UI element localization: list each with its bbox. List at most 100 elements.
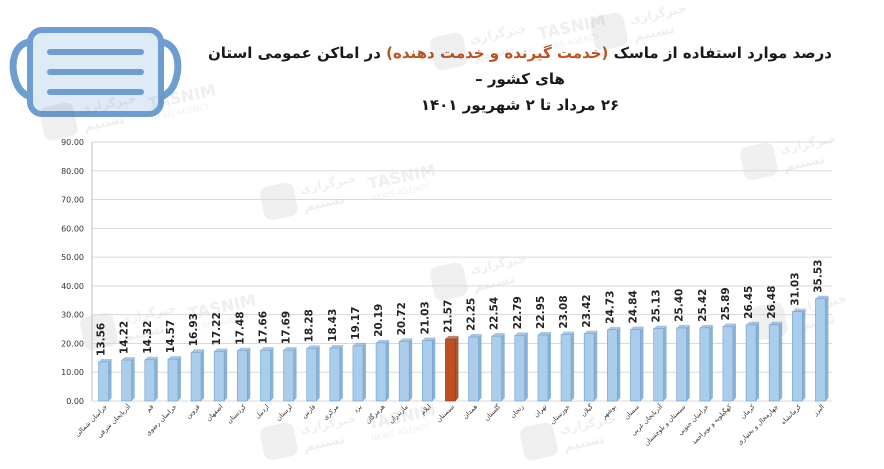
value-label: 17.22 [211, 312, 223, 345]
watermark-brand-fa: خبرگزاری [298, 171, 357, 197]
bar [445, 335, 459, 402]
bar [144, 356, 158, 402]
bar-side [316, 345, 320, 401]
bar-top [422, 337, 436, 341]
bar [537, 331, 551, 402]
bar-side [293, 347, 297, 401]
bar-side [224, 348, 228, 401]
value-label: 17.66 [257, 311, 269, 344]
value-label: 14.32 [142, 321, 154, 354]
bar [306, 345, 320, 402]
bar-top [815, 295, 829, 299]
value-label: 24.73 [604, 291, 616, 324]
bar-face [283, 349, 294, 402]
bar-side [270, 347, 274, 401]
y-tick-label: 20.00 [61, 339, 84, 348]
bar-top [769, 321, 783, 325]
bar-face [445, 338, 456, 402]
value-label: 17.48 [234, 311, 246, 344]
chart-title-line1: درصد موارد استفاده از ماسک (خدمت گیرنده … [200, 40, 840, 92]
bar [167, 356, 181, 402]
bar-face [144, 359, 156, 402]
bar [560, 331, 575, 402]
value-label: 20.19 [373, 304, 385, 337]
y-axis: 0.00 10.00 20.00 30.00 40.00 50.00 60.00 70.00 8… [61, 138, 93, 406]
bar [329, 344, 343, 402]
y-tick-label: 0.00 [66, 397, 84, 406]
value-label: 25.89 [720, 287, 732, 320]
bar-top [237, 347, 251, 351]
bar-top [98, 358, 112, 362]
bar-face [398, 341, 410, 402]
value-label: 20.72 [396, 302, 408, 335]
bar [676, 324, 690, 402]
x-tick-label: یزد [352, 403, 364, 415]
bar [768, 321, 783, 402]
bar-face [722, 326, 734, 402]
value-label: 26.45 [743, 286, 755, 319]
bar [514, 332, 528, 402]
bar-top [792, 308, 806, 312]
bar-face [537, 334, 549, 402]
title-part-before: درصد موارد استفاده از ماسک [613, 44, 832, 62]
value-label: 22.54 [489, 297, 501, 330]
value-label: 16.93 [188, 313, 200, 346]
bar-face [653, 328, 664, 402]
bar-side [756, 321, 760, 401]
bar-face [306, 348, 317, 402]
bar-top [352, 342, 366, 346]
bar-top [468, 333, 482, 337]
value-label: 19.17 [350, 307, 362, 340]
bar-face [260, 349, 271, 402]
value-label: 25.42 [697, 289, 709, 322]
bar-top [607, 326, 621, 330]
bar-side [571, 331, 575, 401]
x-tick-label: کهگیلویه و بویراحمد [690, 402, 734, 446]
title-part-after: در اماکن عمومی استان های کشور – [207, 44, 565, 88]
bar-face [583, 333, 595, 402]
bar-series [98, 295, 829, 402]
bar [630, 326, 644, 402]
value-label: 24.84 [627, 290, 639, 323]
bar-side [547, 331, 551, 401]
bar-face [121, 359, 132, 402]
x-tick-label: چهارمحال و بختیاری [736, 403, 780, 447]
value-label: 22.79 [512, 296, 524, 329]
value-label: 14.57 [165, 320, 177, 353]
bar-side [362, 342, 366, 401]
bar [398, 338, 413, 402]
bar-face [329, 347, 341, 402]
bar-side [108, 358, 112, 401]
bar-top [630, 326, 644, 330]
bar-side [201, 349, 205, 401]
bar-face [190, 351, 202, 402]
bar-side [617, 326, 621, 401]
value-label: 17.69 [281, 311, 293, 344]
y-tick-label: 70.00 [61, 196, 84, 205]
bar-top [491, 333, 505, 337]
bar [653, 325, 667, 402]
title-part-highlight: (خدمت گیرنده و خدمت دهنده) [386, 44, 609, 62]
value-labels: 13.56 14.22 14.32 14.57 16.93 17.22 17.48 17.66… [96, 260, 825, 356]
bar-side [455, 335, 459, 401]
bar-side [825, 295, 829, 401]
bar-side [478, 333, 482, 401]
face-mask-icon [9, 27, 182, 117]
bar-top [514, 332, 528, 336]
bar-top [722, 323, 736, 327]
x-tick-label: سیستان [435, 403, 456, 424]
bar [190, 349, 205, 402]
value-label: 21.57 [442, 300, 454, 333]
bar [237, 347, 251, 402]
bar-top [399, 338, 413, 342]
bar [213, 348, 228, 402]
bar-side [594, 330, 598, 401]
bar-top [584, 330, 598, 334]
bar-face [630, 329, 641, 402]
